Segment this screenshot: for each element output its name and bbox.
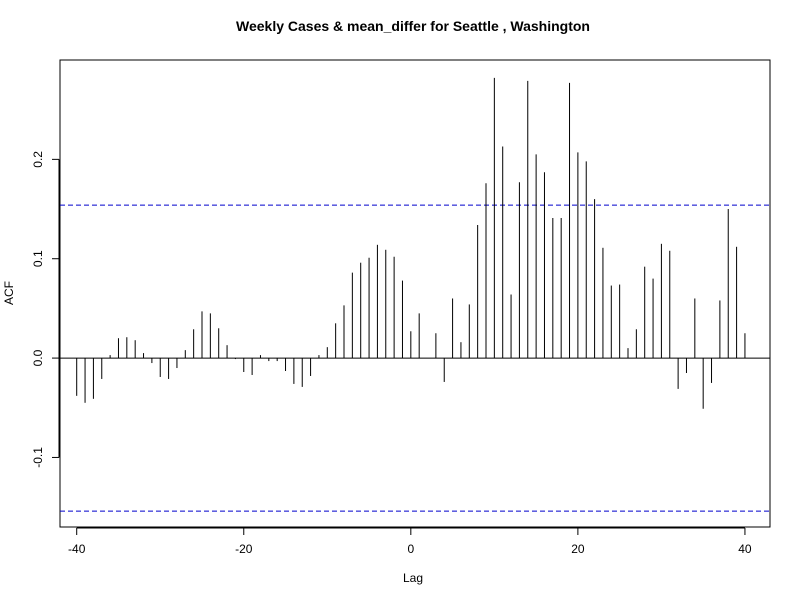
y-axis-label: ACF xyxy=(2,281,16,305)
acf-bars xyxy=(76,77,746,409)
confidence-bounds xyxy=(60,204,770,512)
y-tick-label: -0.1 xyxy=(31,447,45,468)
y-tick-label: 0.1 xyxy=(31,250,45,267)
y-tick-label: 0.2 xyxy=(31,151,45,168)
x-tick-label: -20 xyxy=(235,542,253,556)
chart-title: Weekly Cases & mean_differ for Seattle ,… xyxy=(236,18,590,34)
y-tick-label: 0.0 xyxy=(31,349,45,366)
x-tick-label: 20 xyxy=(571,542,585,556)
x-tick-label: 0 xyxy=(407,542,414,556)
x-axis-label: Lag xyxy=(403,571,423,585)
plot-frame xyxy=(59,59,771,528)
x-axis: -40 -20 0 20 40 xyxy=(68,527,752,556)
y-axis: -0.1 0.0 0.1 0.2 xyxy=(31,151,60,468)
x-tick-label: -40 xyxy=(68,542,86,556)
x-tick-label: 40 xyxy=(738,542,752,556)
